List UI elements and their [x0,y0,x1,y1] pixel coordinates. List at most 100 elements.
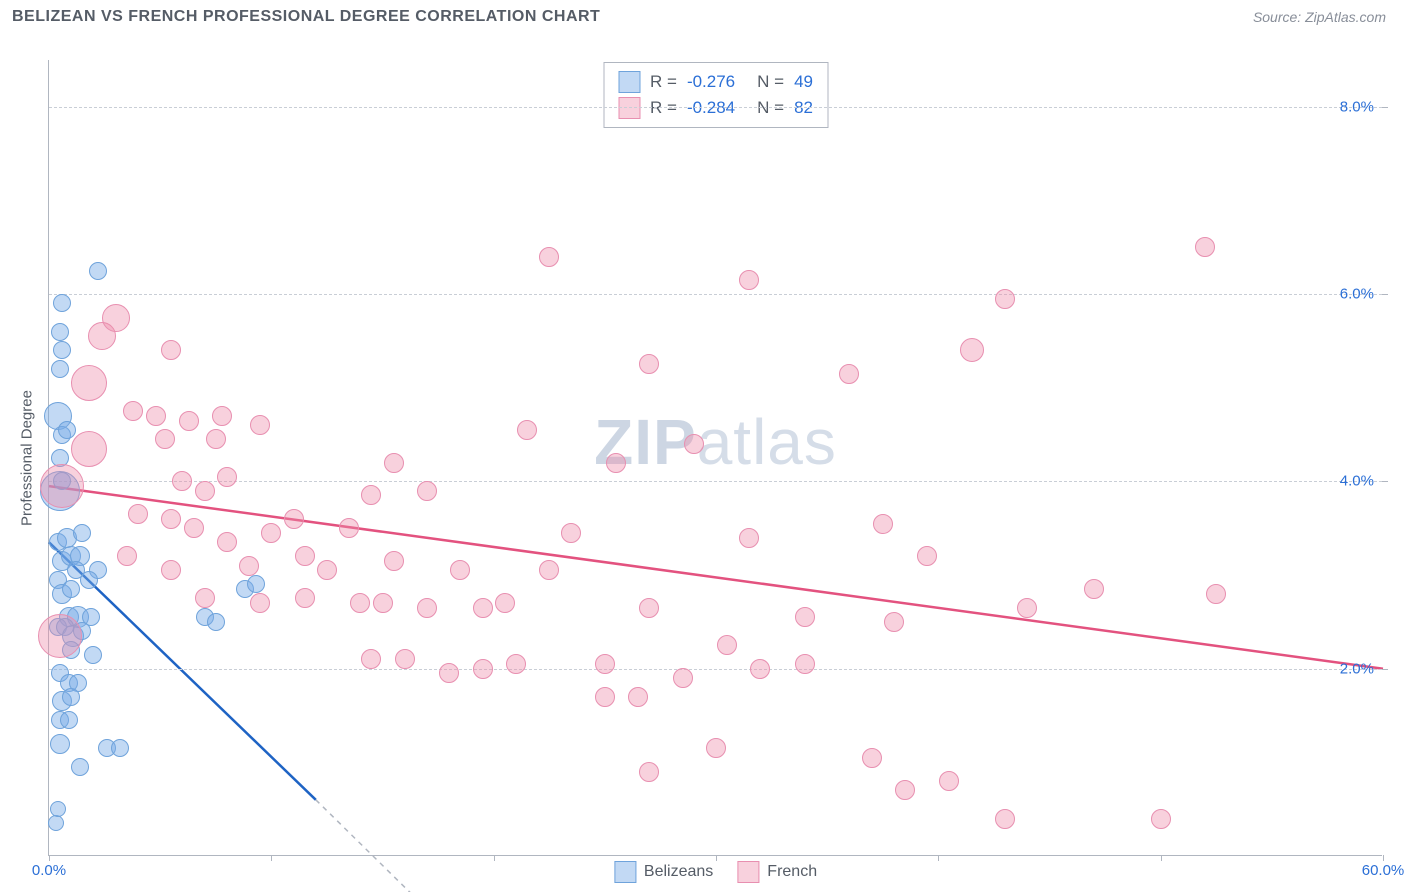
y-tick-label: 6.0% [1340,286,1374,303]
data-point [71,758,89,776]
data-point [62,688,80,706]
correlation-legend: R = -0.276N = 49R = -0.284N = 82 [603,62,828,128]
data-point [128,504,148,524]
data-point [102,304,130,332]
data-point [38,614,82,658]
data-point [495,593,515,613]
chart-title: BELIZEAN VS FRENCH PROFESSIONAL DEGREE C… [12,8,600,26]
data-point [606,453,626,473]
data-point [384,453,404,473]
data-point [884,612,904,632]
data-point [84,646,102,664]
data-point [146,406,166,426]
data-point [639,354,659,374]
trend-lines [49,60,1382,855]
data-point [250,415,270,435]
data-point [628,687,648,707]
legend-label: Belizeans [644,863,713,881]
data-point [206,429,226,449]
data-point [739,270,759,290]
data-point [917,546,937,566]
data-point [195,481,215,501]
data-point [80,571,98,589]
data-point [395,649,415,669]
data-point [62,580,80,598]
data-point [172,471,192,491]
data-point [71,431,107,467]
data-point [561,523,581,543]
data-point [239,556,259,576]
data-point [1017,598,1037,618]
data-point [60,711,78,729]
y-axis-label: Professional Degree [19,390,36,526]
legend-swatch [618,71,640,93]
data-point [212,406,232,426]
data-point [117,546,137,566]
data-point [73,524,91,542]
data-point [50,801,66,817]
data-point [795,654,815,674]
data-point [1206,584,1226,604]
data-point [417,598,437,618]
data-point [53,294,71,312]
data-point [295,546,315,566]
data-point [250,593,270,613]
data-point [384,551,404,571]
data-point [795,607,815,627]
data-point [373,593,393,613]
data-point [317,560,337,580]
data-point [284,509,304,529]
data-point [684,434,704,454]
data-point [361,649,381,669]
data-point [195,588,215,608]
legend-swatch [618,97,640,119]
data-point [517,420,537,440]
data-point [706,738,726,758]
legend-label: French [767,863,817,881]
data-point [960,338,984,362]
data-point [261,523,281,543]
data-point [350,593,370,613]
data-point [439,663,459,683]
data-point [123,401,143,421]
data-point [339,518,359,538]
data-point [89,262,107,280]
data-point [539,560,559,580]
legend-swatch [614,861,636,883]
data-point [361,485,381,505]
data-point [51,323,69,341]
data-point [51,360,69,378]
data-point [155,429,175,449]
data-point [207,613,225,631]
data-point [750,659,770,679]
y-tick-label: 2.0% [1340,660,1374,677]
data-point [417,481,437,501]
watermark: ZIPatlas [594,405,837,479]
series-legend: Belizeans French [614,861,817,883]
data-point [1084,579,1104,599]
data-point [161,509,181,529]
x-tick-label: 60.0% [1362,862,1405,879]
data-point [48,815,64,831]
data-point [995,809,1015,829]
data-point [217,467,237,487]
data-point [1195,237,1215,257]
data-point [161,340,181,360]
data-point [595,654,615,674]
data-point [184,518,204,538]
data-point [939,771,959,791]
gridline-h [49,481,1382,482]
data-point [111,739,129,757]
data-point [673,668,693,688]
data-point [862,748,882,768]
data-point [71,365,107,401]
x-tick-label: 0.0% [32,862,66,879]
source-attribution: Source: ZipAtlas.com [1253,9,1386,25]
data-point [40,464,84,508]
data-point [161,560,181,580]
gridline-h [49,294,1382,295]
gridline-h [49,669,1382,670]
legend-item: French [737,861,817,883]
data-point [717,635,737,655]
data-point [473,598,493,618]
